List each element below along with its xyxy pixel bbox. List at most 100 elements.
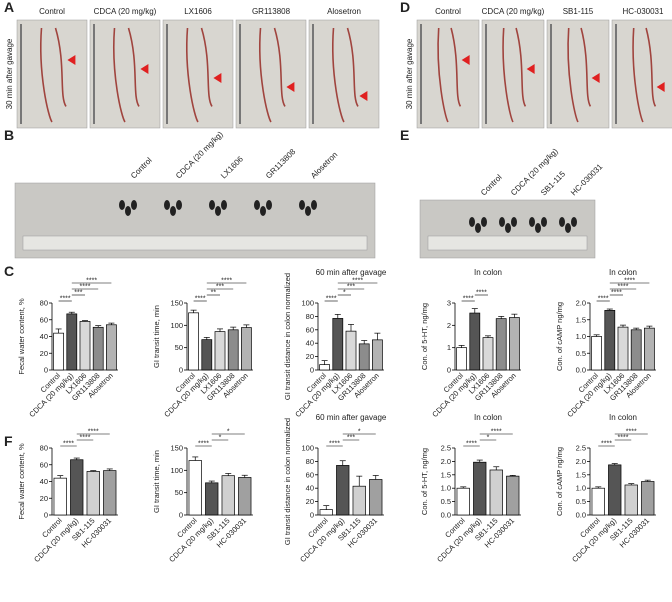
y-axis-label: Fecal water content, % bbox=[17, 298, 26, 375]
photo-label: CDCA (20 mg/kg) bbox=[174, 129, 225, 180]
intestine bbox=[113, 27, 140, 123]
significance-label: * bbox=[487, 435, 490, 442]
bar bbox=[241, 327, 252, 371]
y-tick-label: 0.0 bbox=[576, 511, 586, 520]
significance-label: **** bbox=[601, 441, 612, 448]
y-tick-label: 80 bbox=[40, 299, 48, 308]
y-axis-label: GI transit time, min bbox=[152, 305, 161, 368]
y-tick-label: 20 bbox=[40, 494, 48, 503]
y-axis-label: Con. of cAMP ng/mg bbox=[555, 302, 564, 371]
photo-label: HC-030031 bbox=[569, 162, 605, 198]
y-tick-label: 0.5 bbox=[576, 497, 586, 506]
y-tick-label: 1.0 bbox=[576, 332, 586, 341]
photo bbox=[235, 19, 307, 129]
photo-label: Control bbox=[129, 156, 154, 181]
y-tick-label: 2.5 bbox=[441, 444, 451, 453]
bar bbox=[201, 339, 213, 371]
photo-label: Alosetron bbox=[309, 150, 339, 180]
significance-label: *** bbox=[347, 284, 355, 291]
arrowhead bbox=[213, 73, 222, 83]
y-tick-label: 0 bbox=[447, 366, 451, 375]
significance-label: **** bbox=[476, 290, 487, 297]
y-tick-label: 2.5 bbox=[576, 444, 586, 453]
feces bbox=[529, 217, 535, 227]
photo-label: Control bbox=[479, 173, 504, 198]
panel-letter: C bbox=[4, 263, 14, 279]
y-tick-label: 60 bbox=[306, 470, 314, 479]
y-tick-label: 0 bbox=[310, 366, 314, 375]
feces bbox=[499, 217, 505, 227]
bar bbox=[641, 481, 655, 516]
bar bbox=[608, 464, 622, 516]
chart-title: 60 min after gavage bbox=[316, 268, 387, 277]
feces bbox=[164, 200, 170, 210]
panel-letter: B bbox=[4, 127, 14, 143]
significance-label: * bbox=[227, 429, 230, 436]
significance-label: *** bbox=[74, 290, 82, 297]
y-tick-label: 100 bbox=[301, 299, 314, 308]
significance-label: ** bbox=[211, 290, 217, 297]
y-tick-label: 150 bbox=[170, 444, 183, 453]
significance-label: **** bbox=[326, 296, 337, 303]
chart-title: In colon bbox=[474, 268, 502, 277]
intestine bbox=[40, 27, 67, 123]
bar bbox=[70, 459, 84, 516]
y-tick-label: 20 bbox=[40, 349, 48, 358]
bar bbox=[205, 482, 219, 516]
y-tick-label: 1.5 bbox=[441, 470, 451, 479]
y-axis-label: Con. of cAMP ng/mg bbox=[555, 447, 564, 516]
photo bbox=[89, 19, 161, 129]
significance-label: *** bbox=[347, 435, 355, 442]
feces bbox=[311, 200, 317, 210]
significance-label: **** bbox=[88, 429, 99, 436]
bar bbox=[456, 347, 467, 371]
photo bbox=[546, 19, 610, 129]
significance-label: **** bbox=[624, 278, 635, 285]
significance-label: **** bbox=[221, 278, 232, 285]
intestine bbox=[437, 27, 462, 123]
intestine bbox=[632, 27, 657, 123]
y-tick-label: 2 bbox=[447, 321, 451, 330]
bar bbox=[188, 460, 202, 516]
photo bbox=[611, 19, 672, 129]
photo-label: SB1-115 bbox=[563, 7, 594, 16]
bar bbox=[188, 312, 199, 371]
bar bbox=[509, 317, 520, 371]
arrowhead bbox=[461, 55, 470, 65]
arrowhead bbox=[67, 55, 76, 65]
photo-label: LX1606 bbox=[184, 7, 212, 16]
bar bbox=[469, 312, 481, 371]
chart-title: In colon bbox=[474, 413, 502, 422]
y-tick-label: 0.5 bbox=[441, 497, 451, 506]
y-tick-label: 1 bbox=[447, 343, 451, 352]
bar bbox=[495, 318, 507, 371]
photo-label: GR113808 bbox=[264, 147, 298, 181]
bar bbox=[482, 337, 494, 371]
significance-label: **** bbox=[352, 278, 363, 285]
y-tick-label: 3 bbox=[447, 299, 451, 308]
y-tick-label: 150 bbox=[170, 299, 183, 308]
y-tick-label: 40 bbox=[40, 332, 48, 341]
intestine bbox=[567, 27, 592, 123]
photo-label: CDCA (20 mg/kg) bbox=[94, 7, 157, 16]
feces bbox=[469, 217, 475, 227]
feces bbox=[170, 206, 176, 216]
arrowhead bbox=[140, 64, 149, 74]
photo-label: SB1-115 bbox=[539, 169, 567, 197]
chart-title: 60 min after gavage bbox=[316, 413, 387, 422]
intestine bbox=[332, 27, 359, 123]
arrowhead bbox=[591, 73, 600, 83]
y-tick-label: 80 bbox=[306, 457, 314, 466]
y-tick-label: 100 bbox=[301, 444, 314, 453]
y-tick-label: 20 bbox=[306, 497, 314, 506]
y-axis-label: Con. of 5-HT, ng/mg bbox=[420, 448, 429, 515]
y-axis-label: Con. of 5-HT, ng/mg bbox=[420, 303, 429, 370]
significance-label: **** bbox=[626, 429, 637, 436]
photo-label: Control bbox=[39, 7, 65, 16]
y-tick-label: 1.0 bbox=[576, 484, 586, 493]
significance-label: **** bbox=[491, 429, 502, 436]
arrowhead bbox=[359, 91, 368, 101]
y-axis-label: GI transit distance in colon normalized bbox=[283, 418, 292, 545]
significance-label: **** bbox=[466, 441, 477, 448]
bar bbox=[238, 477, 252, 516]
